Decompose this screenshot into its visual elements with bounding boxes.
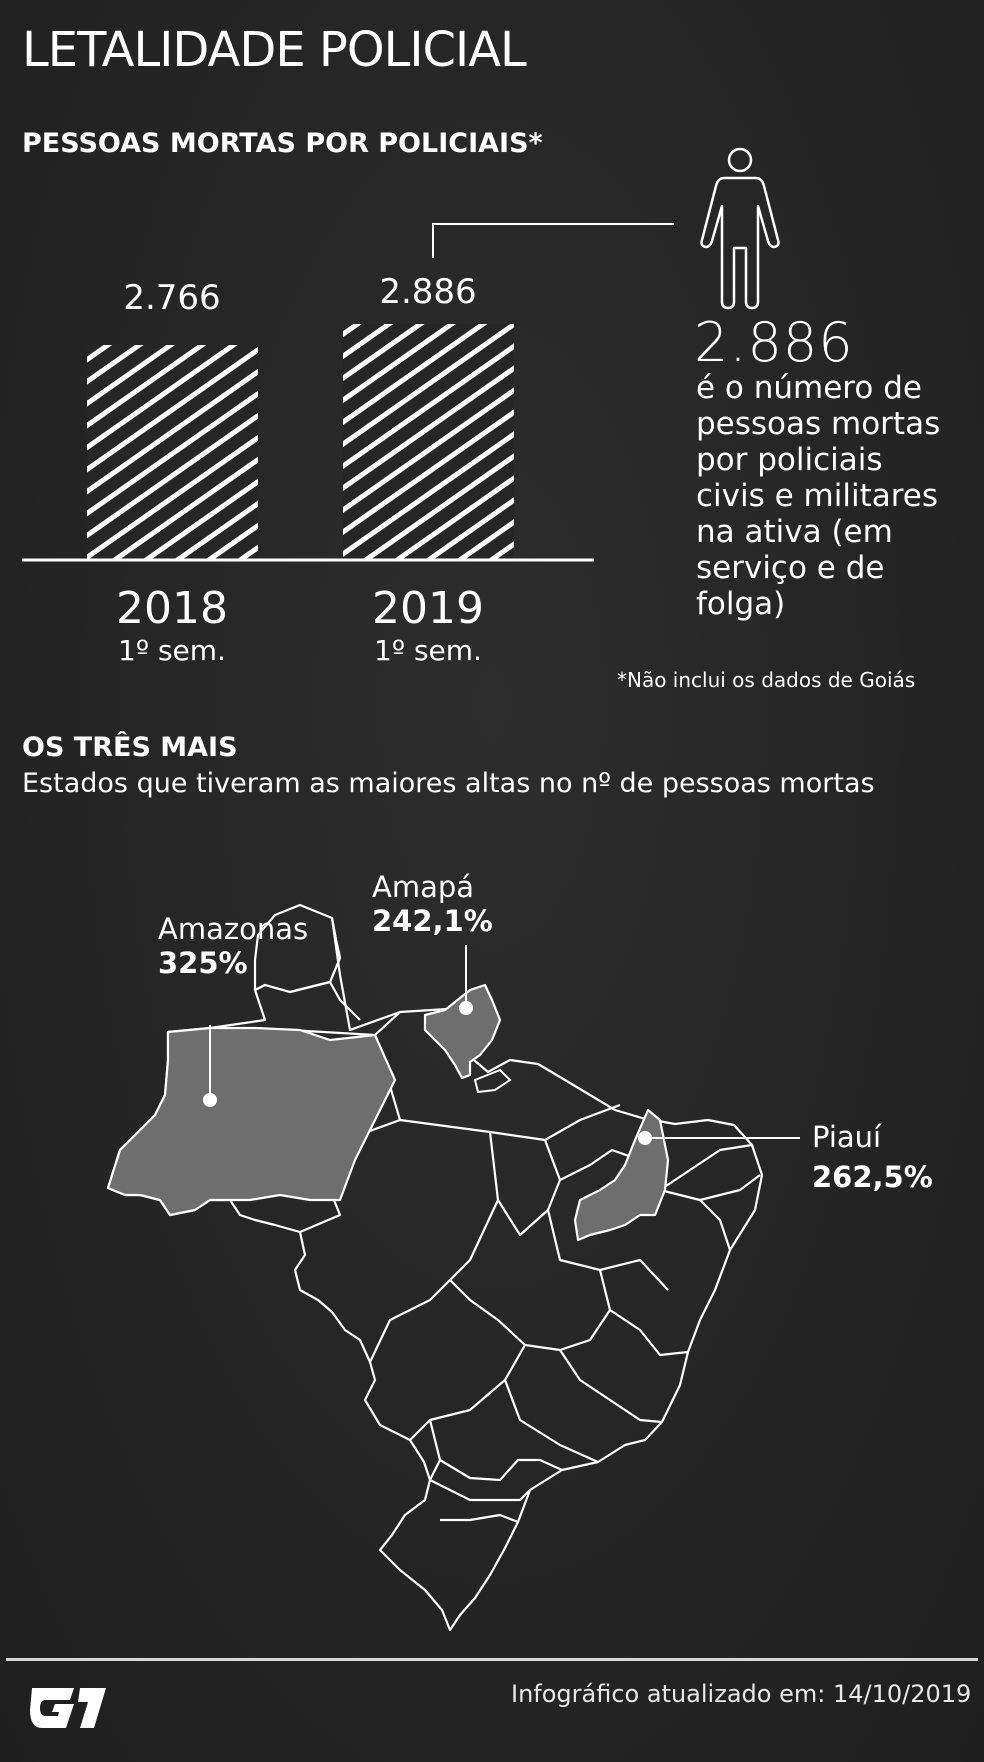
- bar-chart: [22, 223, 674, 562]
- piaui-pct: 262,5%: [812, 1160, 933, 1194]
- amapa-label: Amapá: [372, 870, 475, 904]
- highlight-number: 2.886: [694, 311, 854, 374]
- g1-logo: [30, 1688, 106, 1728]
- person-icon: [700, 147, 780, 310]
- amazonas-state: [106, 1026, 397, 1217]
- section-heading-deaths: PESSOAS MORTAS POR POLICIAIS*: [22, 128, 543, 159]
- bar-year-2019: 2019: [372, 583, 484, 634]
- amazonas-pct: 325%: [158, 946, 248, 980]
- bar-value-2019: 2.886: [379, 272, 477, 312]
- footer-updated: Infográfico atualizado em: 14/10/2019: [511, 1680, 972, 1708]
- amazonas-label: Amazonas: [158, 912, 309, 946]
- roraima-outline: [253, 903, 342, 994]
- bar-year-2018: 2018: [116, 583, 228, 634]
- bar-period-2019: 1º sem.: [374, 634, 482, 667]
- brazil-map: [106, 903, 800, 1632]
- bar-2019: [343, 324, 514, 559]
- bar-value-2018: 2.766: [123, 278, 221, 318]
- piaui-state: [573, 1108, 670, 1242]
- piaui-label: Piauí: [812, 1120, 882, 1154]
- page-title: LETALIDADE POLICIAL: [22, 22, 527, 78]
- section-subheading-top3: Estados que tiveram as maiores altas no …: [22, 768, 875, 799]
- footnote: *Não inclui os dados de Goiás: [617, 668, 916, 692]
- highlight-description: é o número de pessoas mortas por policia…: [696, 370, 941, 622]
- amapa-dot: [459, 1001, 473, 1015]
- marajo-island: [473, 1068, 512, 1094]
- piaui-dot: [638, 1131, 652, 1145]
- bar-period-2018: 1º sem.: [118, 634, 226, 667]
- amazonas-dot: [203, 1093, 217, 1107]
- section-heading-top3: OS TRÊS MAIS: [22, 732, 238, 763]
- amapa-state: [423, 983, 502, 1080]
- amapa-pct: 242,1%: [372, 904, 493, 938]
- connector-line: [432, 223, 674, 258]
- footer-divider: [6, 1658, 978, 1661]
- bar-2018: [87, 345, 258, 559]
